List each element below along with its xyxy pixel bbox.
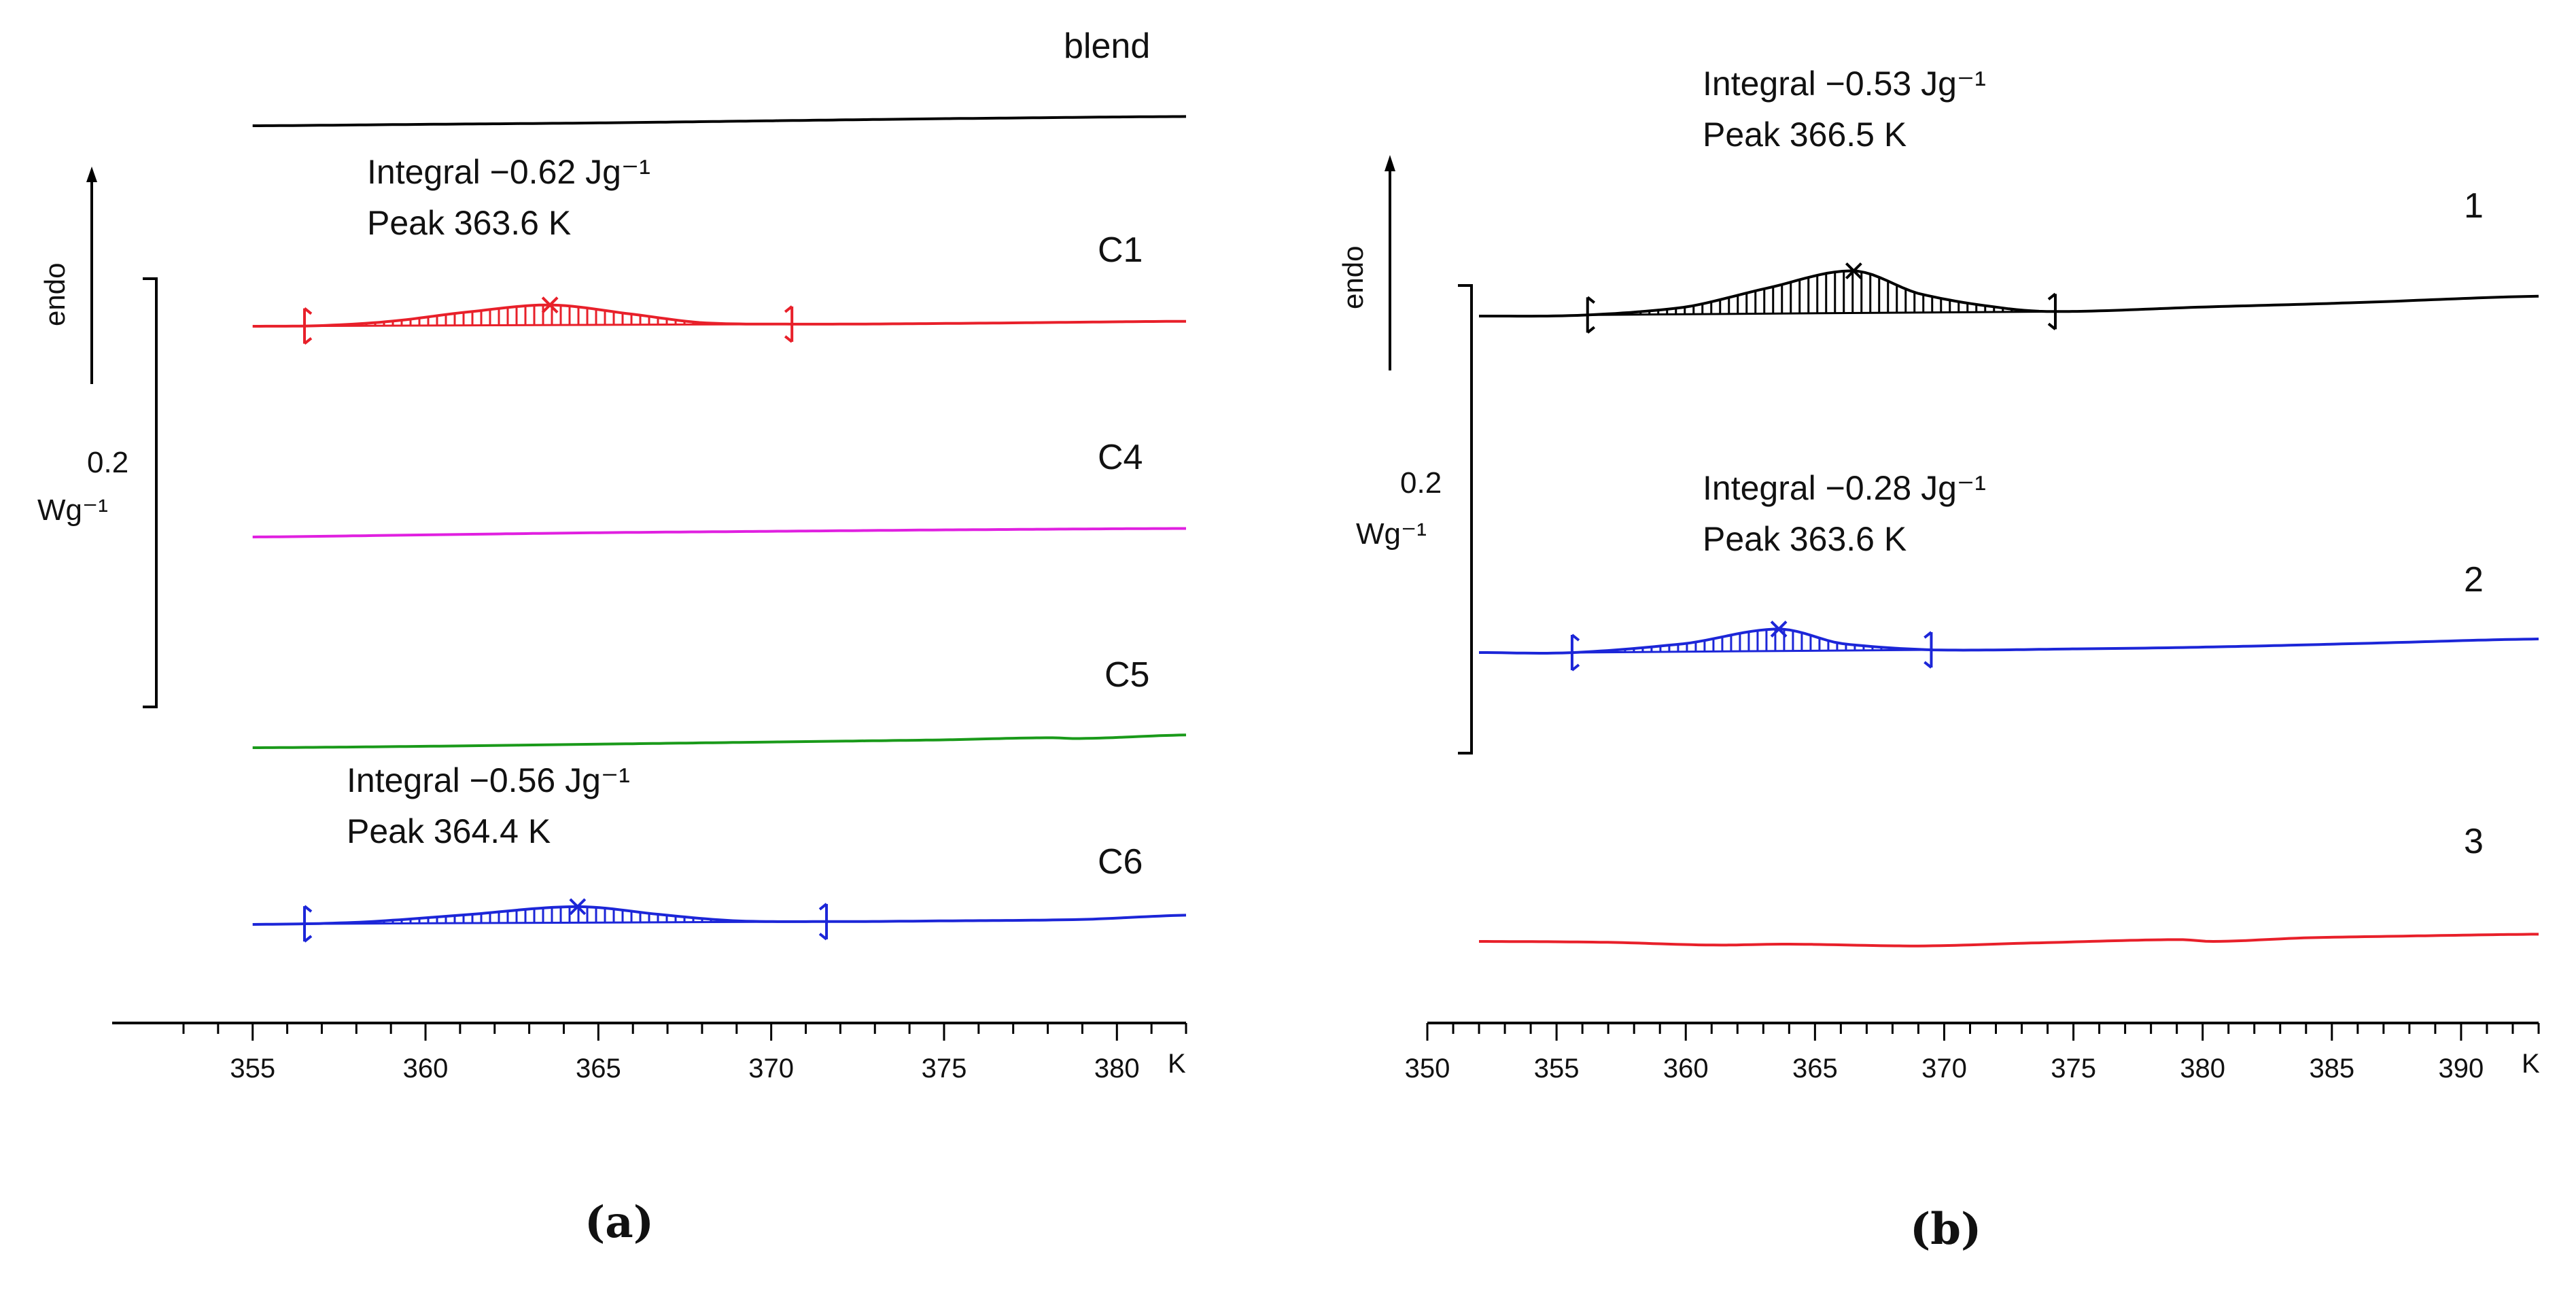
x-tick-label: 380 bbox=[1094, 1054, 1140, 1083]
scale-bracket-b bbox=[1458, 284, 1473, 754]
series-line-c6 bbox=[252, 905, 1187, 926]
x-tick-label: 385 bbox=[2309, 1054, 2354, 1083]
x-axis-unit-a: K bbox=[1168, 1049, 1186, 1079]
endo-arrow-head-b bbox=[1385, 155, 1395, 171]
integration-limit-marker bbox=[784, 305, 794, 343]
series-label-c5: C5 bbox=[1104, 655, 1149, 695]
x-tick-label: 375 bbox=[2051, 1054, 2096, 1083]
series-line-3 bbox=[1479, 933, 2539, 948]
panel-a: endo 0.2 Wg⁻¹ blend C1 C4 C5 C6 Integral… bbox=[37, 27, 1187, 1248]
integration-limit-marker bbox=[303, 307, 313, 345]
peak-x-marker bbox=[569, 898, 587, 916]
peak-hatch-c1 bbox=[304, 305, 793, 328]
x-tick-label: 360 bbox=[1663, 1054, 1709, 1083]
series-label-c4: C4 bbox=[1098, 438, 1143, 477]
integration-limit-marker bbox=[1586, 296, 1595, 334]
x-tick-labels-b: 350 355 360 365 370 375 380 385 390 bbox=[1405, 1054, 2484, 1083]
panel-b: endo 0.2 Wg⁻¹ 1 2 3 Integral −0.53 Jg⁻¹ … bbox=[1337, 65, 2540, 1255]
integration-limits-2 bbox=[1570, 631, 1933, 672]
annotation-integral-1: Integral −0.53 Jg⁻¹ bbox=[1703, 65, 1986, 103]
integration-baseline bbox=[1571, 648, 1932, 654]
peak-x-marker bbox=[1845, 262, 1862, 279]
x-tick-label: 370 bbox=[748, 1054, 794, 1083]
peak-marker-2 bbox=[1770, 621, 1788, 638]
scale-bracket-a bbox=[143, 277, 158, 708]
annotation-integral-2: Integral −0.28 Jg⁻¹ bbox=[1703, 469, 1986, 507]
peak-marker-c1 bbox=[541, 296, 559, 314]
x-ticks-b bbox=[1426, 1023, 2540, 1041]
series-label-blend: blend bbox=[1064, 27, 1150, 66]
series-label-c6: C6 bbox=[1098, 842, 1143, 882]
annotation-integral-c1: Integral −0.62 Jg⁻¹ bbox=[367, 153, 650, 191]
endo-label-b: endo bbox=[1337, 246, 1369, 309]
annotation-integral-c6: Integral −0.56 Jg⁻¹ bbox=[347, 761, 630, 799]
x-axis-unit-b: K bbox=[2522, 1049, 2540, 1079]
x-tick-label: 350 bbox=[1405, 1054, 1450, 1083]
endo-label-a: endo bbox=[39, 263, 71, 326]
peak-hatch-c6 bbox=[304, 906, 827, 925]
annotation-peak-c1: Peak 363.6 K bbox=[367, 204, 571, 242]
series-label-c1: C1 bbox=[1098, 230, 1143, 270]
peak-marker-1 bbox=[1845, 262, 1862, 279]
x-tick-label: 370 bbox=[1921, 1054, 1967, 1083]
integration-limit-marker bbox=[2047, 292, 2057, 330]
integration-limit-marker bbox=[818, 903, 829, 941]
x-tick-label: 355 bbox=[1534, 1054, 1580, 1083]
annotation-peak-c6: Peak 364.4 K bbox=[347, 812, 551, 850]
x-tick-label: 365 bbox=[576, 1054, 621, 1083]
series-line-c4 bbox=[252, 527, 1186, 538]
integration-baseline bbox=[304, 323, 793, 328]
integration-baseline bbox=[1587, 310, 2055, 316]
integration-limits-c1 bbox=[303, 305, 794, 345]
annotation-peak-1: Peak 366.5 K bbox=[1703, 116, 1907, 154]
peak-hatch-1 bbox=[1587, 271, 2055, 316]
panel-caption-b: (b) bbox=[1910, 1204, 1981, 1255]
x-tick-label: 380 bbox=[2180, 1054, 2225, 1083]
scale-unit-a: Wg⁻¹ bbox=[37, 493, 108, 527]
peak-x-marker bbox=[1770, 621, 1788, 638]
integration-baseline bbox=[304, 920, 827, 925]
series-line-c5 bbox=[252, 733, 1187, 749]
peak-x-marker bbox=[541, 296, 559, 314]
integration-limits-1 bbox=[1586, 292, 2057, 334]
x-tick-label: 375 bbox=[922, 1054, 967, 1083]
series-line-1 bbox=[1479, 269, 2539, 318]
annotation-peak-2: Peak 363.6 K bbox=[1703, 520, 1907, 558]
x-tick-label: 360 bbox=[403, 1054, 449, 1083]
x-tick-label: 390 bbox=[2439, 1054, 2484, 1083]
series-label-2: 2 bbox=[2464, 560, 2484, 600]
scale-value-b: 0.2 bbox=[1400, 466, 1442, 500]
endo-arrow-head-a bbox=[86, 167, 97, 182]
scale-value-a: 0.2 bbox=[87, 446, 128, 479]
x-tick-label: 355 bbox=[230, 1054, 275, 1083]
x-tick-label: 365 bbox=[1792, 1054, 1838, 1083]
integration-limit-marker bbox=[303, 905, 313, 943]
scale-unit-b: Wg⁻¹ bbox=[1356, 517, 1427, 551]
series-label-3: 3 bbox=[2464, 822, 2484, 861]
x-tick-labels-a: 355 360 365 370 375 380 bbox=[230, 1054, 1139, 1083]
integration-limit-marker bbox=[1570, 634, 1580, 672]
x-ticks-a bbox=[182, 1023, 1187, 1041]
peak-hatch-2 bbox=[1571, 629, 1932, 654]
integration-limits-c6 bbox=[303, 903, 829, 943]
panel-caption-a: (a) bbox=[585, 1197, 654, 1248]
integration-limit-marker bbox=[1924, 631, 1933, 669]
series-label-1: 1 bbox=[2464, 186, 2484, 226]
series-line-blend bbox=[252, 115, 1187, 127]
series-line-2 bbox=[1479, 627, 2539, 655]
peak-marker-c6 bbox=[569, 898, 587, 916]
